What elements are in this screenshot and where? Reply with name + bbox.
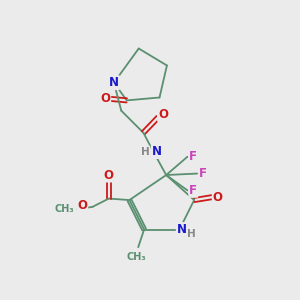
- Text: O: O: [158, 108, 168, 121]
- Text: F: F: [199, 167, 207, 180]
- Text: N: N: [152, 145, 162, 158]
- Text: H: H: [141, 146, 149, 157]
- Text: F: F: [189, 184, 197, 197]
- Text: O: O: [104, 169, 114, 182]
- Text: N: N: [177, 223, 187, 236]
- Text: O: O: [213, 190, 223, 204]
- Text: H: H: [188, 229, 196, 239]
- Text: F: F: [189, 150, 197, 163]
- Text: O: O: [77, 200, 87, 212]
- Text: CH₃: CH₃: [54, 204, 74, 214]
- Text: CH₃: CH₃: [127, 253, 147, 262]
- Text: N: N: [109, 76, 119, 89]
- Text: O: O: [100, 92, 110, 105]
